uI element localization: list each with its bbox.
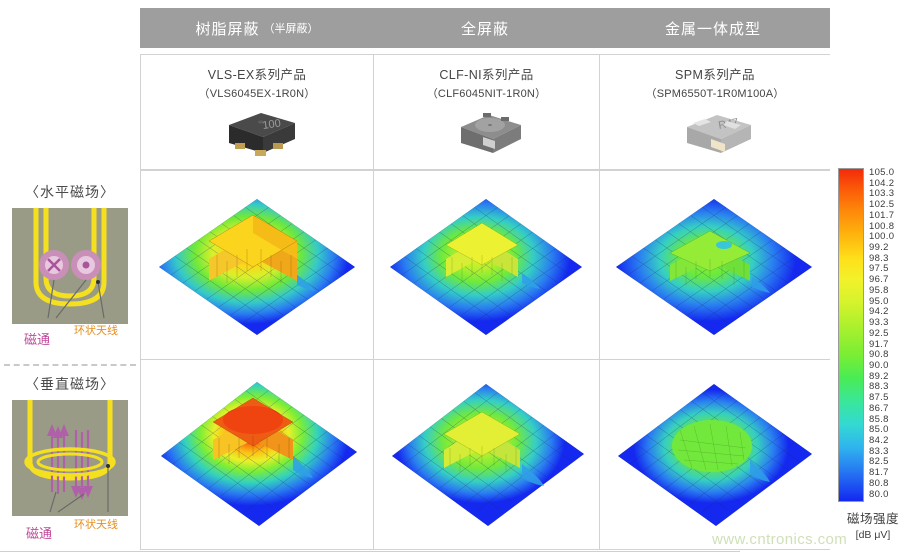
gray-shielded-inductor-photo	[439, 107, 535, 159]
legend-tick: 85.0	[869, 424, 889, 436]
column-header-title: 全屏蔽	[460, 20, 509, 38]
product-name: CLF-NI系列产品	[439, 68, 534, 82]
surface-plot-cell-0-1	[374, 170, 600, 360]
legend-tick: 97.5	[869, 263, 889, 275]
legend-tick: 100.0	[869, 231, 895, 243]
product-cell-2: SPM系列产品 （SPM6550T-1R0M100A） R47	[600, 54, 830, 170]
row-divider	[4, 364, 136, 366]
column-header-title: 树脂屏蔽	[195, 20, 260, 38]
legend-tick: 81.7	[869, 467, 889, 479]
column-header-title: 金属一体成型	[664, 20, 761, 38]
legend-caption: 磁场强度 [dB μV]	[834, 508, 900, 541]
surface-plot-vertical-metalmold	[618, 384, 812, 526]
surface-plot-horizontal-resin	[159, 199, 355, 335]
legend-tick: 80.8	[869, 477, 889, 489]
legend-tick: 96.7	[869, 274, 889, 286]
column-header-note: （半屏蔽）	[263, 23, 319, 35]
color-scale-ticks: 105.0 104.2 103.3 102.5 101.7 100.8 100.…	[869, 168, 894, 500]
legend-tick: 95.8	[869, 284, 889, 296]
legend-tick: 104.2	[869, 177, 895, 189]
legend-tick: 90.8	[869, 349, 889, 361]
bottom-divider	[0, 551, 740, 552]
product-code: （VLS6045EX-1R0N）	[198, 88, 316, 100]
legend-tick: 84.2	[869, 434, 889, 446]
legend-tick: 85.8	[869, 413, 889, 425]
surface-plot-cell-1-0	[140, 360, 374, 550]
surface-plot-vertical-fullshield	[392, 384, 584, 526]
legend-tick: 83.3	[869, 445, 889, 457]
row-label-title: 〈水平磁场〉	[25, 184, 115, 200]
flux-label: 磁通	[24, 333, 50, 348]
legend-tick: 80.0	[869, 488, 889, 500]
row-label-0: 〈水平磁场〉 磁通 环状天线	[0, 182, 140, 358]
column-header-2: 金属一体成型	[600, 8, 830, 48]
color-scale-bar	[838, 168, 864, 502]
legend-caption-text: 磁场强度	[846, 512, 899, 526]
row-label-title: 〈垂直磁场〉	[25, 376, 115, 392]
legend-tick: 86.7	[869, 402, 889, 414]
legend-tick: 98.3	[869, 252, 889, 264]
legend-tick: 92.5	[869, 327, 889, 339]
black-resin-inductor-photo: 100	[209, 107, 305, 159]
product-code: （CLF6045NIT-1R0N）	[426, 88, 547, 100]
legend-tick: 88.3	[869, 381, 889, 393]
surface-plot-cell-0-2	[600, 170, 830, 360]
vertical-magnetic-field-diagram: 磁通 环状天线	[12, 400, 128, 552]
product-cell-1: CLF-NI系列产品 （CLF6045NIT-1R0N）	[374, 54, 600, 170]
antenna-label: 环状天线	[74, 517, 118, 531]
legend-tick: 89.2	[869, 370, 889, 382]
legend-tick: 93.3	[869, 317, 889, 329]
legend-tick: 105.0	[869, 167, 895, 178]
product-name: SPM系列产品	[675, 68, 755, 82]
legend-tick: 91.7	[869, 338, 889, 350]
legend-tick: 103.3	[869, 188, 895, 200]
color-scale-legend: 105.0 104.2 103.3 102.5 101.7 100.8 100.…	[838, 168, 899, 541]
product-cell-0: VLS-EX系列产品 （VLS6045EX-1R0N） 100	[140, 54, 374, 170]
legend-tick: 101.7	[869, 209, 895, 221]
legend-tick: 102.5	[869, 199, 895, 211]
column-header-0: 树脂屏蔽 （半屏蔽）	[140, 8, 376, 48]
surface-plot-horizontal-metalmold	[616, 199, 812, 335]
product-code: （SPM6550T-1R0M100A）	[645, 88, 785, 100]
watermark: www.cntronics.com	[712, 531, 848, 548]
legend-tick: 99.2	[869, 242, 889, 254]
flux-label: 磁通	[26, 527, 52, 542]
column-header-1: 全屏蔽	[374, 8, 602, 48]
legend-tick: 100.8	[869, 220, 895, 232]
surface-plot-cell-1-1	[374, 360, 600, 550]
legend-tick: 94.2	[869, 306, 889, 318]
surface-plot-horizontal-fullshield	[390, 199, 582, 335]
legend-tick: 90.0	[869, 359, 889, 371]
metal-molded-inductor-photo: R47	[667, 107, 763, 159]
legend-unit-text: [dB μV]	[855, 529, 891, 541]
horizontal-magnetic-field-diagram: 磁通 环状天线	[12, 208, 128, 358]
product-name: VLS-EX系列产品	[207, 68, 307, 82]
svg-text:100: 100	[262, 118, 282, 132]
legend-tick: 95.0	[869, 295, 889, 307]
row-label-1: 〈垂直磁场〉 磁通 环状天线	[0, 374, 140, 552]
legend-tick: 82.5	[869, 456, 889, 468]
antenna-label: 环状天线	[74, 323, 118, 337]
surface-plot-cell-0-0	[140, 170, 374, 360]
legend-tick: 87.5	[869, 392, 889, 404]
surface-plot-cell-1-2	[600, 360, 830, 550]
surface-plot-vertical-resin	[161, 382, 357, 526]
